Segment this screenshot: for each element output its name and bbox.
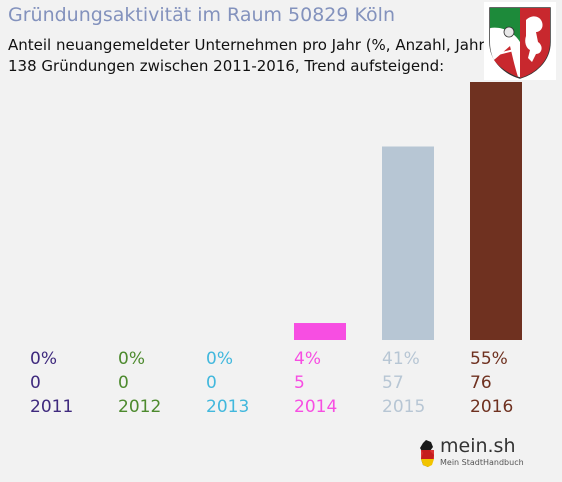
percent-label-2012: 0% <box>118 349 145 369</box>
year-label-2015: 2015 <box>382 397 426 417</box>
count-label-2016: 76 <box>470 373 492 393</box>
mein-sh-logo[interactable]: mein.sh Mein StadtHandbuch <box>418 433 526 473</box>
chart-title: Gründungsaktivität im Raum 50829 Köln <box>8 4 395 26</box>
percent-label-2014: 4% <box>294 349 321 369</box>
count-label-2014: 5 <box>294 373 305 393</box>
year-label-2011: 2011 <box>30 397 74 417</box>
logo-tagline: Mein StadtHandbuch <box>440 458 524 467</box>
percent-label-2015: 41% <box>382 349 420 369</box>
year-label-2012: 2012 <box>118 397 162 417</box>
nrw-coat-of-arms-icon <box>484 2 556 80</box>
year-label-2016: 2016 <box>470 397 514 417</box>
count-label-2013: 0 <box>206 373 217 393</box>
year-label-2014: 2014 <box>294 397 338 417</box>
percent-label-2011: 0% <box>30 349 57 369</box>
germany-map-icon <box>420 440 434 467</box>
logo-wordmark: mein.sh <box>440 435 516 457</box>
bar-2015 <box>382 146 434 340</box>
chart-summary: 138 Gründungen zwischen 2011-2016, Trend… <box>8 57 445 75</box>
bar-2014 <box>294 323 346 340</box>
percent-label-2016: 55% <box>470 349 508 369</box>
bar-2016 <box>470 82 522 340</box>
year-label-2013: 2013 <box>206 397 250 417</box>
chart-subtitle: Anteil neuangemeldeter Unternehmen pro J… <box>8 36 491 54</box>
count-label-2012: 0 <box>118 373 129 393</box>
percent-label-2013: 0% <box>206 349 233 369</box>
count-label-2015: 57 <box>382 373 404 393</box>
count-label-2011: 0 <box>30 373 41 393</box>
